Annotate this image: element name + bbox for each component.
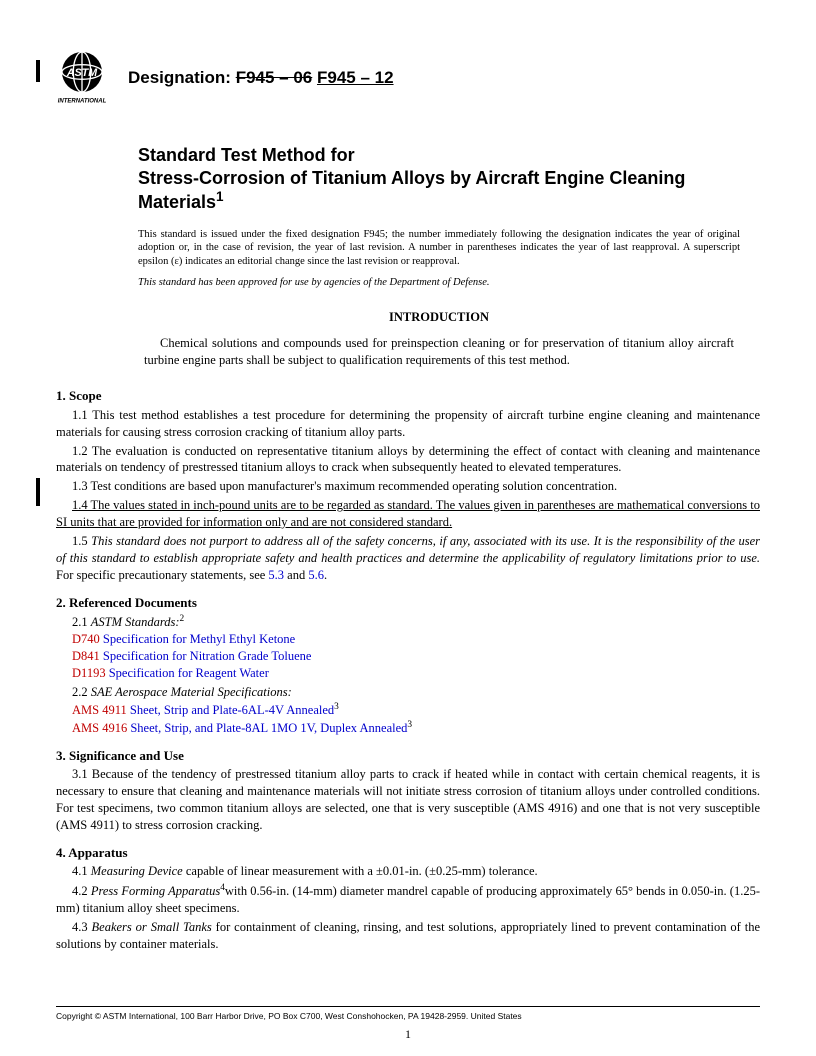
ref-ams4911[interactable]: AMS 4911 Sheet, Strip and Plate-6AL-4V A… [72,701,760,719]
para-4-2: 4.2 Press Forming Apparatus4with 0.56-in… [56,882,760,917]
change-bar-1 [36,60,40,82]
section-3-head: 3. Significance and Use [56,747,760,765]
body: 1. Scope 1.1 This test method establishe… [56,387,760,953]
ref-d1193[interactable]: D1193 Specification for Reagent Water [72,665,760,682]
para-1-3: 1.3 Test conditions are based upon manuf… [56,478,760,495]
title-block: Standard Test Method for Stress-Corrosio… [138,144,740,369]
para-1-4: 1.4 The values stated in inch-pound unit… [56,497,760,531]
para-3-1: 3.1 Because of the tendency of prestress… [56,766,760,834]
para-1-4-text: 1.4 The values stated in inch-pound unit… [56,498,760,529]
designation-new: F945 – 12 [317,68,394,87]
ref-d841[interactable]: D841 Specification for Nitration Grade T… [72,648,760,665]
footer-rule [56,1006,760,1007]
para-1-1: 1.1 This test method establishes a test … [56,407,760,441]
designation-label: Designation: [128,68,231,87]
ref-d740[interactable]: D740 Specification for Methyl Ethyl Keto… [72,631,760,648]
designation: Designation: F945 – 06 F945 – 12 [128,67,394,90]
copyright: Copyright © ASTM International, 100 Barr… [56,1011,760,1022]
para-1-2: 1.2 The evaluation is conducted on repre… [56,443,760,477]
designation-old: F945 – 06 [236,68,313,87]
ref-2-1: 2.1 ASTM Standards:2 [72,613,760,631]
page-number: 1 [0,1026,816,1042]
link-5-3[interactable]: 5.3 [268,568,284,582]
svg-text:INTERNATIONAL: INTERNATIONAL [58,99,107,105]
title-line1: Standard Test Method for [138,145,355,165]
change-bar-2 [36,478,40,506]
section-1-head: 1. Scope [56,387,760,405]
astm-logo: ASTM INTERNATIONAL [48,48,116,108]
preface-dod: This standard has been approved for use … [138,276,740,290]
section-2-head: 2. Referenced Documents [56,594,760,612]
ref-2-2: 2.2 SAE Aerospace Material Specification… [72,684,760,701]
ref-ams4916[interactable]: AMS 4916 Sheet, Strip, and Plate-8AL 1MO… [72,719,760,737]
standard-title: Standard Test Method for Stress-Corrosio… [138,144,740,214]
svg-text:ASTM: ASTM [66,67,98,79]
preface: This standard is issued under the fixed … [138,228,740,269]
link-5-6[interactable]: 5.6 [308,568,324,582]
section-4-head: 4. Apparatus [56,844,760,862]
footer: Copyright © ASTM International, 100 Barr… [56,1006,760,1022]
para-1-5: 1.5 This standard does not purport to ad… [56,533,760,584]
introduction-body: Chemical solutions and compounds used fo… [144,335,734,369]
introduction-heading: INTRODUCTION [138,309,740,326]
para-4-3: 4.3 Beakers or Small Tanks for containme… [56,919,760,953]
para-4-1: 4.1 Measuring Device capable of linear m… [56,863,760,880]
header: ASTM INTERNATIONAL Designation: F945 – 0… [48,48,760,108]
title-sup: 1 [216,189,224,204]
